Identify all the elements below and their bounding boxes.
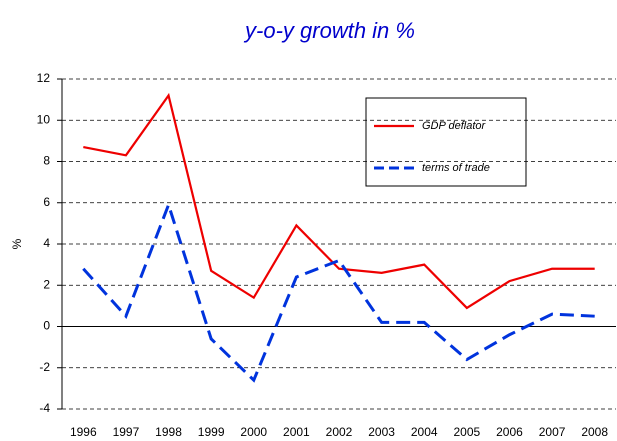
y-tick-label: 10 (37, 112, 51, 126)
series-line (82, 200, 595, 383)
y-tick-label: 12 (37, 71, 51, 85)
x-tick-label: 2007 (539, 425, 566, 439)
y-axis-label: % (10, 238, 24, 249)
x-tick-label: 1996 (70, 425, 97, 439)
x-tick-label: 2008 (581, 425, 608, 439)
y-tick-label: -2 (39, 360, 50, 374)
x-tick-label: 1997 (113, 425, 140, 439)
x-tick-label: 1998 (155, 425, 182, 439)
x-tick-label: 2001 (283, 425, 310, 439)
x-tick-label: 2000 (240, 425, 267, 439)
y-tick-label: 0 (43, 319, 50, 333)
y-tick-label: 2 (43, 277, 50, 291)
chart-title: y-o-y growth in % (243, 18, 415, 43)
y-tick-label: 4 (43, 236, 50, 250)
y-tick-label: -4 (39, 401, 50, 415)
legend-label: GDP deflator (422, 120, 487, 132)
legend-label: terms of trade (422, 162, 490, 174)
x-tick-label: 2005 (453, 425, 480, 439)
y-tick-label: 8 (43, 154, 50, 168)
y-tick-label: 6 (43, 195, 50, 209)
legend-box (365, 97, 527, 187)
x-tick-label: 2004 (411, 425, 438, 439)
x-tick-label: 2002 (326, 425, 353, 439)
x-tick-label: 2006 (496, 425, 523, 439)
x-tick-label: 2003 (368, 425, 395, 439)
series-line (83, 92, 595, 310)
x-tick-label: 1999 (198, 425, 225, 439)
